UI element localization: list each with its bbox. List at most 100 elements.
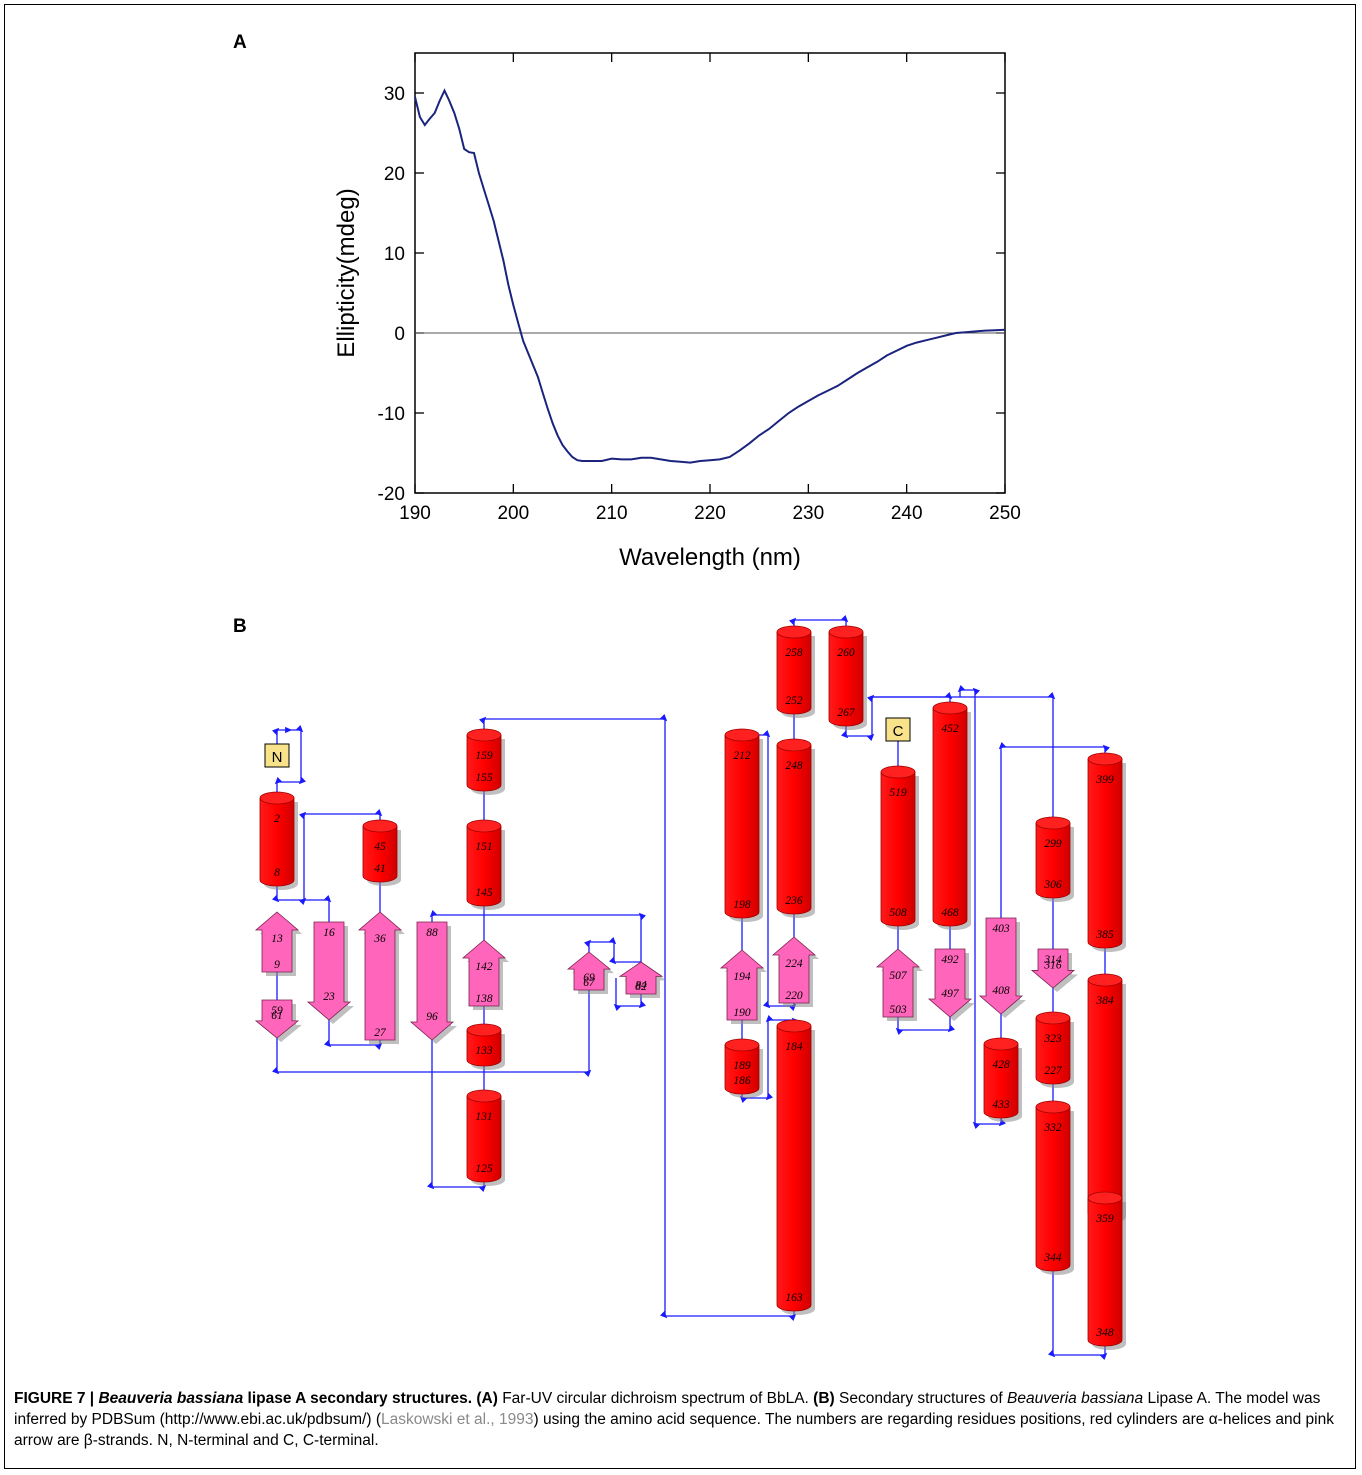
secondary-structure-elements: 2845411591551511451331311252121981891862… <box>254 625 1126 1350</box>
alpha-helix-cylinder: 384370 <box>1087 973 1126 1223</box>
alpha-helix-cylinder: 45 41 <box>362 819 401 886</box>
strand-end-residue: 503 <box>889 1004 907 1016</box>
strand-end-residue: 408 <box>992 985 1010 997</box>
x-tick-label: 190 <box>399 503 431 524</box>
strand-end-residue: 190 <box>733 1007 751 1019</box>
loop-connector <box>872 692 1056 823</box>
x-tick-label: 230 <box>792 503 824 524</box>
strand-start-residue: 36 <box>373 933 386 945</box>
helix-start-residue: 184 <box>785 1041 803 1053</box>
strand-start-residue: 314 <box>1043 954 1062 966</box>
caption-species-italic: Beauveria bassiana <box>1007 1390 1144 1407</box>
helix-start-residue: 519 <box>889 787 907 799</box>
strand-end-residue: 220 <box>785 990 803 1002</box>
helix-end-residue: 41 <box>374 863 386 875</box>
alpha-helix-cylinder: 428 433 <box>983 1037 1022 1122</box>
beta-strand-arrow: 194 190 <box>719 949 767 1024</box>
alpha-helix-cylinder: 258 252 <box>776 625 815 718</box>
helix-end-residue: 348 <box>1095 1327 1114 1339</box>
alpha-helix-cylinder: 133 <box>466 1023 505 1070</box>
alpha-helix-cylinder: 323 227 <box>1035 1011 1074 1088</box>
strand-start-residue: 507 <box>889 970 908 982</box>
alpha-helix-cylinder: 184 163 <box>776 1019 815 1315</box>
x-tick-label: 220 <box>694 503 726 524</box>
alpha-helix-cylinder: 452 468 <box>932 701 971 930</box>
strand-end-residue: 23 <box>323 991 335 1003</box>
alpha-helix-cylinder: 519 508 <box>880 765 919 930</box>
strand-end-residue: 96 <box>426 1011 438 1023</box>
alpha-helix-cylinder: 159 155 <box>466 728 505 795</box>
loop-connector <box>895 1017 955 1035</box>
caption-b-text-2: Lipase A. The model was inferred by PDBS… <box>14 1390 1321 1428</box>
strand-start-residue: 403 <box>992 923 1010 935</box>
helix-end-residue: 433 <box>992 1099 1010 1111</box>
strand-end-residue: 497 <box>941 988 960 1000</box>
helix-start-residue: 258 <box>785 647 803 659</box>
strand-end-residue: 9 <box>274 959 280 971</box>
c-terminus-box <box>885 717 911 742</box>
strand-end-residue: 61 <box>271 1010 283 1022</box>
strand-end-residue: 82 <box>635 981 647 993</box>
helix-end-residue: 227 <box>1044 1065 1063 1077</box>
y-tick-label: -10 <box>378 404 405 425</box>
y-tick-label: -20 <box>378 484 405 505</box>
helix-start-residue: 359 <box>1095 1213 1114 1225</box>
beta-strand-arrow: 507 503 <box>875 948 923 1021</box>
strand-start-residue: 224 <box>785 958 803 970</box>
helix-end-residue: 163 <box>785 1292 803 1304</box>
beta-strand-arrow: 224 220 <box>771 936 819 1007</box>
cd-spectrum-chart: 190 200 210 220 230 240 250 -20 -10 0 10 20 30 Wavel… <box>333 52 1021 571</box>
alpha-helix-cylinder: 28 <box>259 791 298 890</box>
loop-connectors <box>272 615 1110 1360</box>
y-tick-label: 0 <box>394 324 405 345</box>
helix-start-residue: 260 <box>837 647 855 659</box>
loop-connector <box>272 725 306 798</box>
helix-start-residue: 323 <box>1043 1033 1062 1045</box>
strand-start-residue: 142 <box>475 961 493 973</box>
caption-b-text-1: Secondary structures of <box>834 1390 1007 1407</box>
helix-start-residue: 248 <box>785 760 803 772</box>
c-terminus-label: C <box>893 723 904 740</box>
helix-start-residue: 212 <box>733 750 751 762</box>
y-axis-title: Ellipticity(mdeg) <box>333 188 360 357</box>
helix-start-residue: 384 <box>1095 995 1114 1007</box>
caption-reference-link[interactable]: Laskowski et al., 1993 <box>380 1411 534 1428</box>
helix-end-residue: 306 <box>1043 879 1062 891</box>
alpha-helix-cylinder: 260 267 <box>828 625 867 730</box>
axis-ticks: 190 200 210 220 230 240 250 -20 -10 0 10 20 30 <box>378 53 1021 524</box>
x-tick-label: 250 <box>989 503 1021 524</box>
loop-connector <box>479 714 797 1321</box>
caption-b-text-3: ) using the amino acid sequence. The num… <box>14 1411 1334 1449</box>
panel-a-label: A <box>233 32 247 53</box>
helix-end-residue: 468 <box>941 907 959 919</box>
helix-start-residue: 332 <box>1043 1122 1062 1134</box>
loop-connector <box>304 895 332 922</box>
beta-strand-arrow: 492 497 <box>927 948 975 1021</box>
x-axis-title: Wavelength (nm) <box>619 544 801 571</box>
caption-a-text: Far-UV circular dichroism spectrum of Bb… <box>497 1390 809 1407</box>
helix-end-residue: 344 <box>1043 1252 1062 1264</box>
y-tick-label: 20 <box>384 164 405 185</box>
helix-start-residue: 428 <box>992 1059 1010 1071</box>
loop-connector <box>429 910 646 962</box>
beta-strand-arrow: 13 9 <box>254 911 302 976</box>
alpha-helix-cylinder: 212 198 <box>724 728 763 922</box>
helix-start-residue: 2 <box>274 813 280 825</box>
strand-start-residue: 88 <box>426 927 438 939</box>
helix-start-residue: 299 <box>1044 838 1062 850</box>
x-tick-label: 200 <box>497 503 529 524</box>
helix-start-residue: 151 <box>475 841 492 853</box>
figure-caption: FIGURE 7 | Beauveria bassiana lipase A s… <box>14 1388 1344 1451</box>
caption-title-rest: lipase A secondary structures. <box>243 1390 473 1407</box>
helix-start-residue: 399 <box>1095 774 1114 786</box>
helix-end-residue: 198 <box>733 899 751 911</box>
helix-end-residue: 145 <box>475 887 493 899</box>
strand-start-residue: 69 <box>583 972 595 984</box>
strand-start-residue: 492 <box>941 954 959 966</box>
helix-end-residue: 385 <box>1095 929 1114 941</box>
